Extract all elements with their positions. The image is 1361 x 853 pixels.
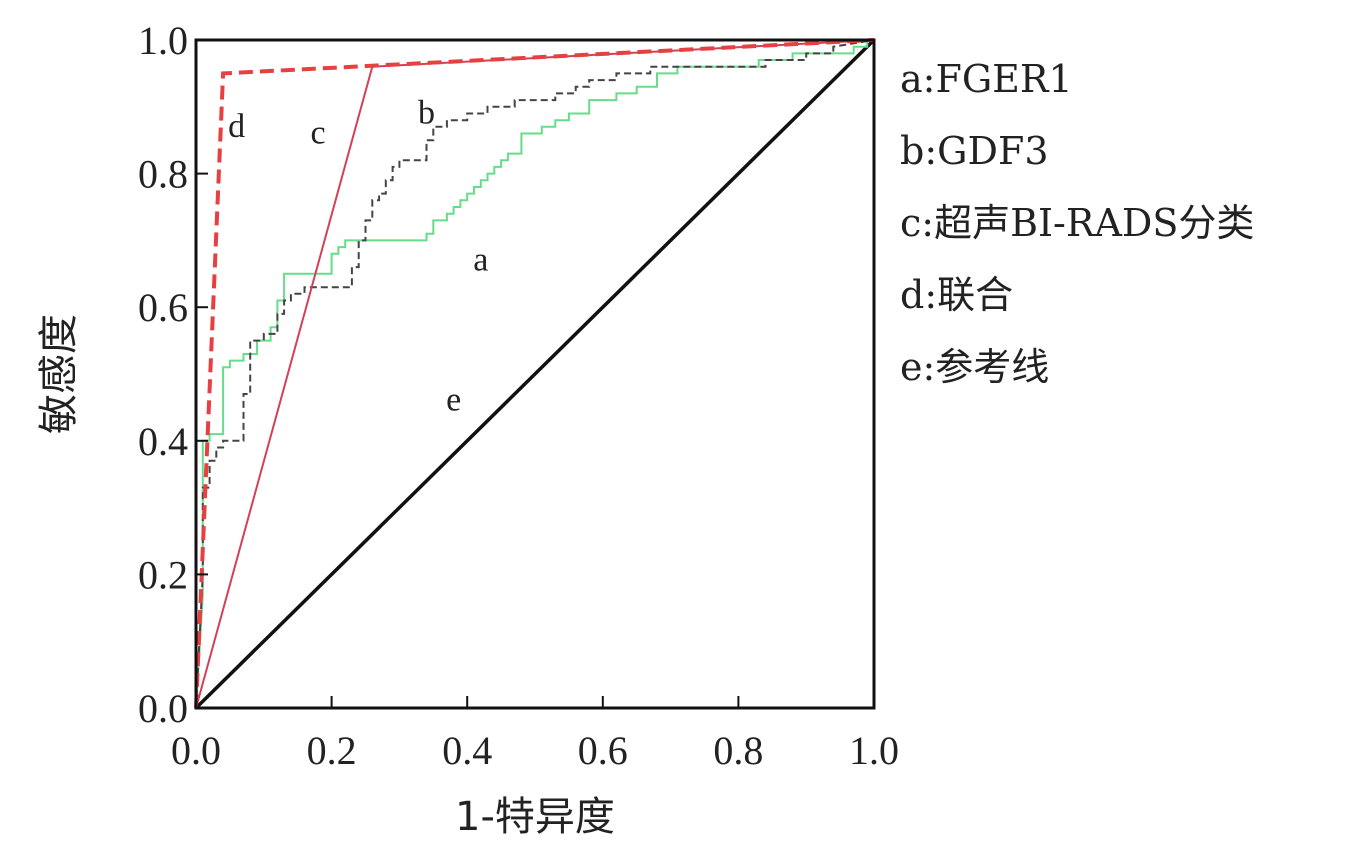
curve-label-e: e: [446, 382, 461, 419]
x-tick-label: 0.8: [713, 728, 763, 773]
curve-label-b: b: [418, 94, 435, 131]
legend-item-a: a:FGER1: [900, 57, 1073, 101]
legend-item-d: d:联合: [900, 273, 1013, 317]
x-tick-label: 0.2: [307, 728, 357, 773]
plot-frame: [194, 38, 876, 710]
series-e-line: [194, 38, 876, 710]
axes: 0.0 0.2 0.4 0.6 0.8 1.0 0.0 0.2 0.4 0.6 0.8 1.0: [138, 18, 899, 773]
y-tick-label: 0.8: [138, 152, 188, 197]
curve-annotations: d c b a e: [228, 94, 488, 418]
x-tick-label: 0.6: [578, 728, 628, 773]
y-tick-label: 0.2: [138, 552, 188, 597]
roc-curves: [194, 38, 876, 710]
x-tick-label: 0.0: [171, 728, 221, 773]
y-tick-label: 1.0: [138, 18, 188, 63]
y-tick-label: 0.6: [138, 285, 188, 330]
x-tick-label: 0.4: [442, 728, 492, 773]
legend-item-e: e:参考线: [900, 345, 1049, 389]
x-axis-title: 1-特异度: [455, 794, 615, 840]
legend-item-b: b:GDF3: [900, 129, 1049, 173]
y-axis-title: 敏感度: [36, 314, 82, 434]
curve-label-d: d: [228, 108, 245, 145]
series-a-line: [195, 39, 874, 709]
legend-item-c: c:超声BI-RADS分类: [900, 201, 1254, 245]
legend: a:FGER1 b:GDF3 c:超声BI-RADS分类 d:联合 e:参考线: [900, 57, 1254, 389]
curve-label-c: c: [310, 115, 325, 152]
curve-label-a: a: [473, 241, 488, 278]
y-tick-label: 0.0: [138, 686, 188, 731]
series-b-line: [195, 39, 875, 709]
series-d-line: [194, 38, 875, 709]
x-tick-label: 1.0: [849, 728, 899, 773]
y-tick-label: 0.4: [138, 419, 188, 464]
